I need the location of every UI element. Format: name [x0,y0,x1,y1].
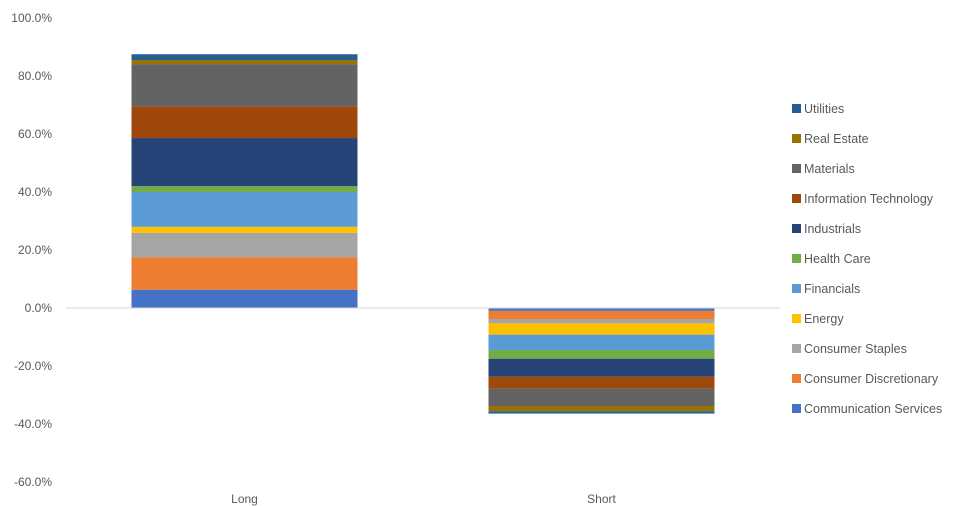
legend-label: Financials [804,282,860,296]
legend-item: Financials [792,282,860,296]
legend-label: Health Care [804,252,871,266]
bar-segment-short-health-care [488,350,715,359]
bar-segment-long-information-technology [131,106,358,139]
legend-item: Industrials [792,222,861,236]
bar-segment-long-communication-services [131,289,358,308]
bar-segment-long-consumer-discretionary [131,257,358,290]
legend-item: Materials [792,162,855,176]
bar-segment-short-consumer-staples [488,319,715,324]
legend-item: Real Estate [792,132,869,146]
bar-segment-short-utilities [488,411,715,414]
legend-label: Communication Services [804,402,942,416]
legend-swatch [792,194,801,203]
y-tick-label: 80.0% [18,69,52,83]
legend-label: Consumer Discretionary [804,372,939,386]
bar-segment-long-consumer-staples [131,232,358,258]
legend-item: Utilities [792,102,844,116]
bar-segment-long-energy [131,226,358,233]
legend-label: Real Estate [804,132,869,146]
legend-swatch [792,404,801,413]
y-tick-label: -20.0% [14,359,52,373]
bar-segment-long-industrials [131,138,358,187]
legend-label: Utilities [804,102,844,116]
x-axis: Long Short [231,492,616,506]
legend-item: Communication Services [792,402,942,416]
legend-item: Health Care [792,252,871,266]
legend-swatch [792,104,801,113]
y-tick-label: 60.0% [18,127,52,141]
legend-swatch [792,314,801,323]
legend-swatch [792,254,801,263]
bar-segment-short-consumer-discretionary [488,310,715,320]
legend-item: Consumer Staples [792,342,907,356]
bar-segment-short-materials [488,388,715,407]
legend-item: Energy [792,312,844,326]
bar-segment-short-information-technology [488,376,715,389]
bar-segment-long-utilities [131,54,358,61]
legend-swatch [792,284,801,293]
y-tick-label: 100.0% [11,11,52,25]
y-tick-label: -40.0% [14,417,52,431]
bar-segment-long-real-estate [131,60,358,65]
legend-swatch [792,164,801,173]
bars [131,54,715,414]
x-category-label: Long [231,492,258,506]
bar-segment-short-real-estate [488,406,715,412]
y-tick-label: 0.0% [25,301,53,315]
legend-swatch [792,344,801,353]
y-axis: 100.0% 80.0% 60.0% 40.0% 20.0% 0.0% -20.0% -40.… [11,11,52,489]
bar-segment-long-financials [131,192,358,227]
legend-label: Consumer Staples [804,342,907,356]
bar-segment-long-health-care [131,186,358,192]
legend-swatch [792,224,801,233]
y-tick-label: -60.0% [14,475,52,489]
legend-item: Consumer Discretionary [792,372,939,386]
legend-swatch [792,134,801,143]
legend-label: Materials [804,162,855,176]
legend: Utilities Real Estate Materials Information… [792,102,942,416]
bar-segment-short-energy [488,323,715,335]
bar-segment-short-financials [488,334,715,351]
y-tick-label: 40.0% [18,185,52,199]
legend-label: Industrials [804,222,861,236]
y-tick-label: 20.0% [18,243,52,257]
legend-item: Information Technology [792,192,934,206]
legend-swatch [792,374,801,383]
bar-segment-short-industrials [488,358,715,377]
bar-segment-short-communication-services [488,308,715,311]
legend-label: Energy [804,312,844,326]
legend-label: Information Technology [804,192,934,206]
x-category-label: Short [587,492,616,506]
bar-segment-long-materials [131,64,358,107]
